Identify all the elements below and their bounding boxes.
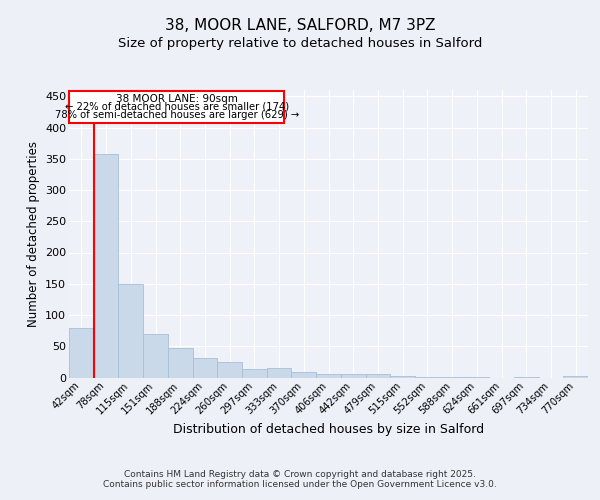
Bar [168,348,193,378]
Y-axis label: Number of detached properties: Number of detached properties [26,141,40,327]
Text: Contains HM Land Registry data © Crown copyright and database right 2025.: Contains HM Land Registry data © Crown c… [124,470,476,479]
Bar [193,358,217,378]
Bar [415,377,440,378]
Bar [514,377,539,378]
Bar [242,370,267,378]
Bar [69,328,94,378]
Text: 78% of semi-detached houses are larger (629) →: 78% of semi-detached houses are larger (… [55,110,299,120]
Text: ← 22% of detached houses are smaller (174): ← 22% of detached houses are smaller (17… [65,102,289,112]
Bar [217,362,242,378]
Bar [316,374,341,378]
Text: Contains public sector information licensed under the Open Government Licence v3: Contains public sector information licen… [103,480,497,489]
Bar [440,377,464,378]
Bar [118,284,143,378]
Text: 38, MOOR LANE, SALFORD, M7 3PZ: 38, MOOR LANE, SALFORD, M7 3PZ [165,18,435,32]
X-axis label: Distribution of detached houses by size in Salford: Distribution of detached houses by size … [173,423,484,436]
Bar [563,376,588,378]
Bar [267,368,292,378]
Bar [341,374,365,378]
Bar [292,372,316,378]
Bar [143,334,168,378]
FancyBboxPatch shape [70,91,284,122]
Text: Size of property relative to detached houses in Salford: Size of property relative to detached ho… [118,38,482,51]
Bar [94,154,118,378]
Bar [464,377,489,378]
Bar [390,376,415,378]
Bar [365,374,390,378]
Text: 38 MOOR LANE: 90sqm: 38 MOOR LANE: 90sqm [116,94,238,104]
